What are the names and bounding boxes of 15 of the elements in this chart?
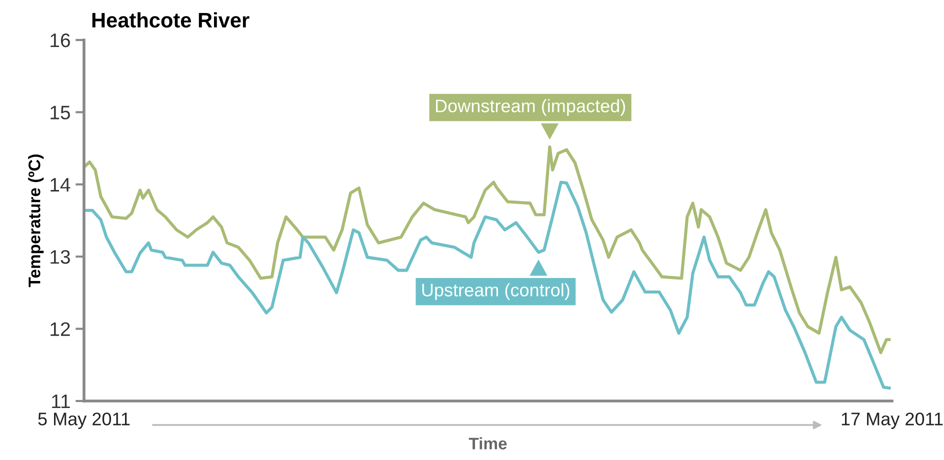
y-tick-label: 16 — [50, 33, 70, 48]
chart-title: Heathcote River — [92, 12, 250, 28]
legend-label: Upstream (control) — [422, 283, 570, 300]
y-tick-label: 15 — [50, 106, 70, 120]
y-axis-title: Temperature (ºC) — [28, 154, 44, 288]
y-tick-label: 14 — [50, 178, 70, 192]
y-tick-label: 11 — [52, 394, 70, 408]
line-series — [84, 180, 891, 390]
line-series — [84, 145, 891, 354]
x-tick-label: 17 May 2011 — [842, 412, 943, 429]
y-tick-label: 12 — [50, 322, 70, 336]
x-axis-title: Time — [468, 437, 507, 450]
x-tick-label: 5 May 2011 — [38, 412, 130, 429]
y-tick-label: 13 — [50, 250, 70, 264]
text: Downstream (impacted) — [436, 99, 626, 116]
